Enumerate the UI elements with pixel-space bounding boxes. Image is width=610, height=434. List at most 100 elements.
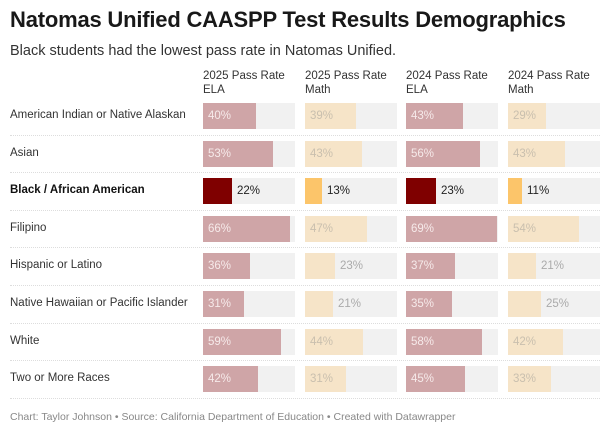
- column-header-line1: 2024 Pass Rate: [406, 70, 488, 82]
- table-row: Asian 53% 43% 56% 43%: [10, 136, 600, 174]
- bar: [203, 366, 258, 393]
- value-label: 53%: [208, 147, 232, 160]
- bar-track: 66%: [203, 215, 295, 242]
- value-label: 58%: [411, 335, 435, 348]
- bar: [305, 291, 333, 317]
- value-label: 36%: [208, 260, 232, 273]
- row-label: Native Hawaiian or Pacific Islander: [10, 297, 188, 309]
- value-label: 22%: [237, 185, 261, 198]
- value-label: 37%: [411, 260, 435, 273]
- bar: [203, 178, 232, 205]
- column-header-line2: Math: [508, 83, 534, 96]
- value-label: 21%: [541, 260, 565, 273]
- bar-track: 11%: [508, 178, 600, 205]
- bar-track: 31%: [305, 366, 397, 393]
- bar: [305, 328, 363, 355]
- bar: [508, 253, 536, 280]
- bar: [305, 215, 367, 242]
- column-header: 2025 Pass Rate Math: [305, 70, 405, 97]
- value-label: 47%: [310, 222, 334, 235]
- bar-track: 13%: [305, 178, 397, 205]
- value-label: 69%: [411, 222, 435, 235]
- bar-track: 40%: [203, 103, 295, 129]
- table-row: Filipino 66% 47% 69% 54%: [10, 211, 600, 249]
- table-row: American Indian or Native Alaskan 40% 39% 4…: [10, 98, 600, 136]
- bar-track: 39%: [305, 103, 397, 129]
- bar-track: 42%: [508, 328, 600, 355]
- bar: [305, 140, 362, 167]
- table-row: White 59% 44% 58% 42%: [10, 324, 600, 362]
- bar-track: 43%: [406, 103, 498, 129]
- bar: [508, 366, 551, 393]
- chart-title: Natomas Unified CAASPP Test Results Demo…: [10, 7, 566, 32]
- bar: [406, 140, 480, 167]
- column-header: 2024 Pass Rate Math: [508, 70, 608, 97]
- bar-track: 25%: [508, 291, 600, 317]
- value-label: 59%: [208, 335, 232, 348]
- row-label: American Indian or Native Alaskan: [10, 109, 186, 121]
- bar-track: 43%: [508, 140, 600, 167]
- value-label: 39%: [310, 110, 334, 122]
- value-label: 23%: [340, 260, 364, 273]
- bar-track: 58%: [406, 328, 498, 355]
- bar: [406, 366, 465, 393]
- bar: [508, 103, 546, 129]
- value-label: 33%: [513, 373, 537, 386]
- bar: [305, 253, 335, 280]
- bar: [203, 253, 250, 280]
- bar-track: 33%: [508, 366, 600, 393]
- bar: [508, 140, 565, 167]
- bar-track: 31%: [203, 291, 295, 317]
- value-label: 31%: [208, 298, 232, 310]
- row-label: Asian: [10, 146, 39, 159]
- chart-footer: Chart: Taylor Johnson • Source: Californ…: [10, 411, 456, 423]
- bar: [508, 328, 563, 355]
- bar: [203, 140, 273, 167]
- bar-track: 35%: [406, 291, 498, 317]
- bar: [406, 103, 463, 129]
- value-label: 42%: [208, 373, 232, 386]
- row-label: Hispanic or Latino: [10, 259, 103, 272]
- bar: [508, 215, 579, 242]
- value-label: 13%: [327, 185, 351, 198]
- row-label: Black / African American: [10, 184, 145, 197]
- value-label: 54%: [513, 222, 537, 235]
- bar-track: 42%: [203, 366, 295, 393]
- bar: [203, 291, 244, 317]
- value-label: 11%: [527, 185, 550, 198]
- bar-track: 21%: [508, 253, 600, 280]
- value-label: 43%: [411, 110, 435, 122]
- column-header: 2025 Pass Rate ELA: [203, 70, 303, 97]
- bar: [305, 103, 356, 129]
- column-header-line1: 2024 Pass Rate: [508, 70, 590, 82]
- bar-track: 22%: [203, 178, 295, 205]
- bar: [203, 215, 290, 242]
- bar-track: 36%: [203, 253, 295, 280]
- bar-track: 43%: [305, 140, 397, 167]
- table-row: Native Hawaiian or Pacific Islander 31% 21…: [10, 286, 600, 324]
- bar: [406, 253, 455, 280]
- value-label: 40%: [208, 110, 232, 122]
- bar-track: 47%: [305, 215, 397, 242]
- bar: [406, 215, 497, 242]
- bar: [203, 328, 281, 355]
- row-label: Two or More Races: [10, 372, 110, 385]
- value-label: 23%: [441, 185, 465, 198]
- bar-track: 29%: [508, 103, 600, 129]
- bar-track: 69%: [406, 215, 498, 242]
- value-label: 56%: [411, 147, 435, 160]
- row-label: White: [10, 334, 40, 347]
- value-label: 42%: [513, 335, 537, 348]
- table-row: Two or More Races 42% 31% 45% 33%: [10, 361, 600, 399]
- column-header-line2: ELA: [203, 83, 225, 96]
- bar-track: 53%: [203, 140, 295, 167]
- bar-track: 45%: [406, 366, 498, 393]
- value-label: 45%: [411, 373, 435, 386]
- bar: [508, 178, 522, 205]
- value-label: 66%: [208, 222, 232, 235]
- value-label: 31%: [310, 373, 334, 386]
- bar-track: 37%: [406, 253, 498, 280]
- bar: [203, 103, 256, 129]
- bar-track: 44%: [305, 328, 397, 355]
- value-label: 43%: [310, 147, 334, 160]
